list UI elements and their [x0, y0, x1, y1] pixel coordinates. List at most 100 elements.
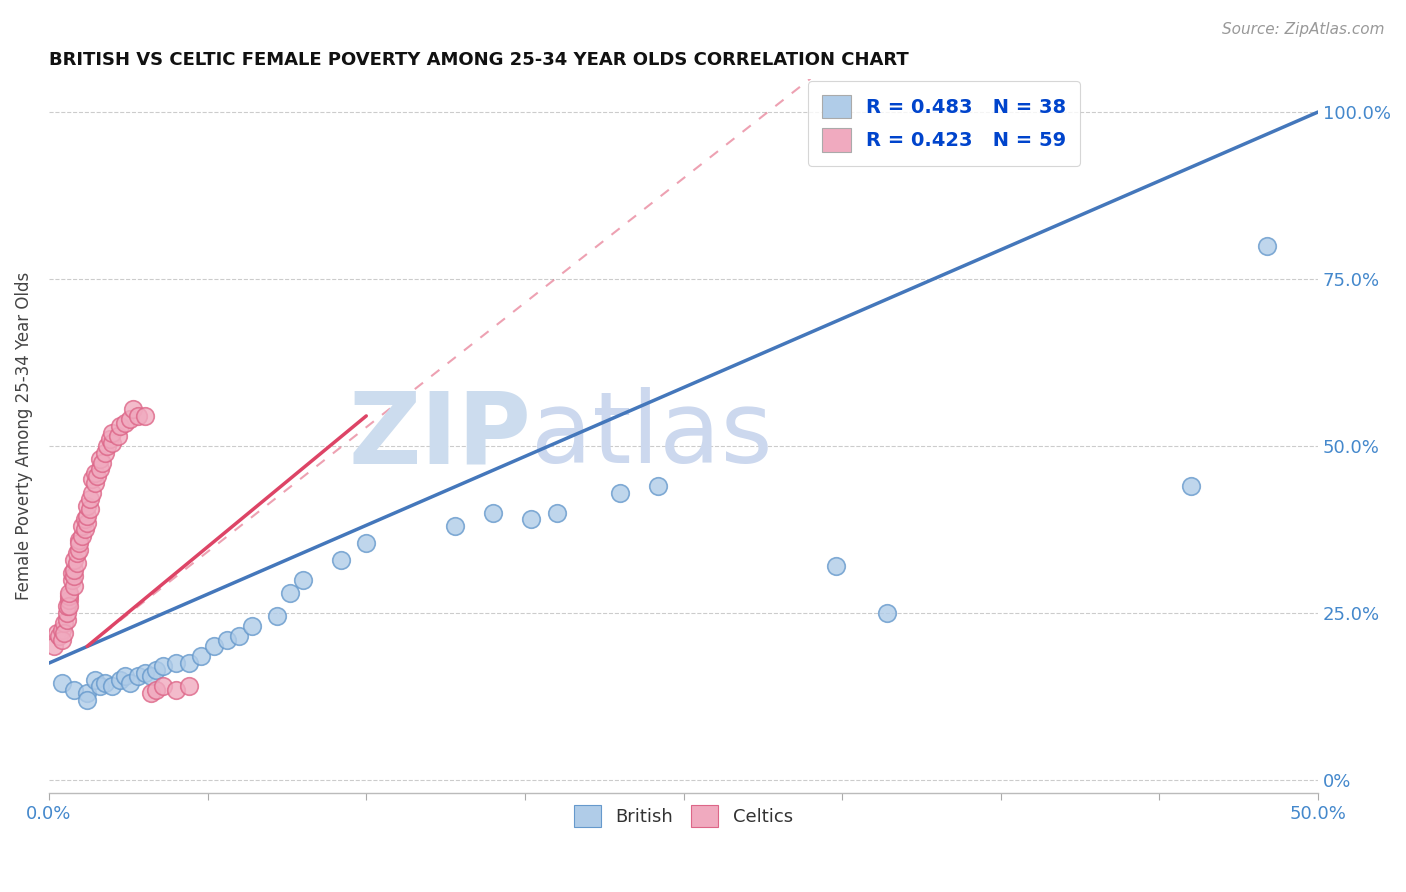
Point — [121, 402, 143, 417]
Point — [55, 606, 77, 620]
Point — [520, 512, 543, 526]
Point — [356, 536, 378, 550]
Point — [51, 623, 73, 637]
Point — [83, 466, 105, 480]
Point — [546, 506, 568, 520]
Legend: British, Celtics: British, Celtics — [567, 797, 800, 834]
Point — [51, 632, 73, 647]
Point — [42, 640, 65, 654]
Point — [76, 686, 98, 700]
Point — [329, 552, 352, 566]
Point — [83, 673, 105, 687]
Point — [79, 502, 101, 516]
Point — [145, 682, 167, 697]
Point — [58, 586, 80, 600]
Point — [58, 599, 80, 614]
Point — [139, 669, 162, 683]
Point — [101, 680, 124, 694]
Point — [165, 682, 187, 697]
Point — [1180, 479, 1202, 493]
Point — [647, 479, 669, 493]
Point — [609, 485, 631, 500]
Point — [266, 609, 288, 624]
Point — [240, 619, 263, 633]
Text: ZIP: ZIP — [349, 387, 531, 484]
Point — [89, 680, 111, 694]
Point — [120, 676, 142, 690]
Point — [114, 416, 136, 430]
Point — [134, 409, 156, 423]
Point — [73, 512, 96, 526]
Point — [127, 409, 149, 423]
Point — [55, 599, 77, 614]
Point — [190, 649, 212, 664]
Point — [177, 680, 200, 694]
Point — [48, 629, 70, 643]
Point — [96, 439, 118, 453]
Point — [120, 412, 142, 426]
Point — [228, 629, 250, 643]
Point — [215, 632, 238, 647]
Point — [94, 676, 117, 690]
Point — [98, 432, 121, 446]
Point — [53, 615, 76, 630]
Point — [94, 445, 117, 459]
Point — [51, 676, 73, 690]
Point — [86, 469, 108, 483]
Point — [107, 429, 129, 443]
Point — [91, 456, 114, 470]
Point — [66, 556, 89, 570]
Point — [63, 682, 86, 697]
Point — [58, 592, 80, 607]
Point — [76, 516, 98, 530]
Point — [482, 506, 505, 520]
Point — [67, 542, 90, 557]
Point — [63, 569, 86, 583]
Point — [67, 536, 90, 550]
Point — [824, 559, 846, 574]
Point — [444, 519, 467, 533]
Point — [53, 626, 76, 640]
Point — [278, 586, 301, 600]
Point — [134, 666, 156, 681]
Point — [876, 606, 898, 620]
Point — [70, 529, 93, 543]
Point — [60, 573, 83, 587]
Text: BRITISH VS CELTIC FEMALE POVERTY AMONG 25-34 YEAR OLDS CORRELATION CHART: BRITISH VS CELTIC FEMALE POVERTY AMONG 2… — [49, 51, 908, 69]
Point — [127, 669, 149, 683]
Point — [114, 669, 136, 683]
Point — [101, 435, 124, 450]
Point — [66, 546, 89, 560]
Point — [202, 640, 225, 654]
Point — [58, 589, 80, 603]
Point — [45, 626, 67, 640]
Point — [145, 663, 167, 677]
Point — [82, 485, 104, 500]
Point — [76, 693, 98, 707]
Point — [55, 613, 77, 627]
Text: atlas: atlas — [531, 387, 773, 484]
Point — [63, 563, 86, 577]
Point — [101, 425, 124, 440]
Y-axis label: Female Poverty Among 25-34 Year Olds: Female Poverty Among 25-34 Year Olds — [15, 272, 32, 600]
Point — [60, 566, 83, 580]
Point — [63, 579, 86, 593]
Point — [76, 509, 98, 524]
Point — [291, 573, 314, 587]
Point — [89, 462, 111, 476]
Point — [165, 656, 187, 670]
Point — [67, 533, 90, 547]
Point — [83, 475, 105, 490]
Point — [108, 419, 131, 434]
Point — [76, 499, 98, 513]
Point — [152, 659, 174, 673]
Point — [73, 523, 96, 537]
Point — [1256, 238, 1278, 252]
Point — [70, 519, 93, 533]
Point — [79, 492, 101, 507]
Point — [89, 452, 111, 467]
Point — [108, 673, 131, 687]
Point — [63, 552, 86, 566]
Point — [177, 656, 200, 670]
Point — [152, 680, 174, 694]
